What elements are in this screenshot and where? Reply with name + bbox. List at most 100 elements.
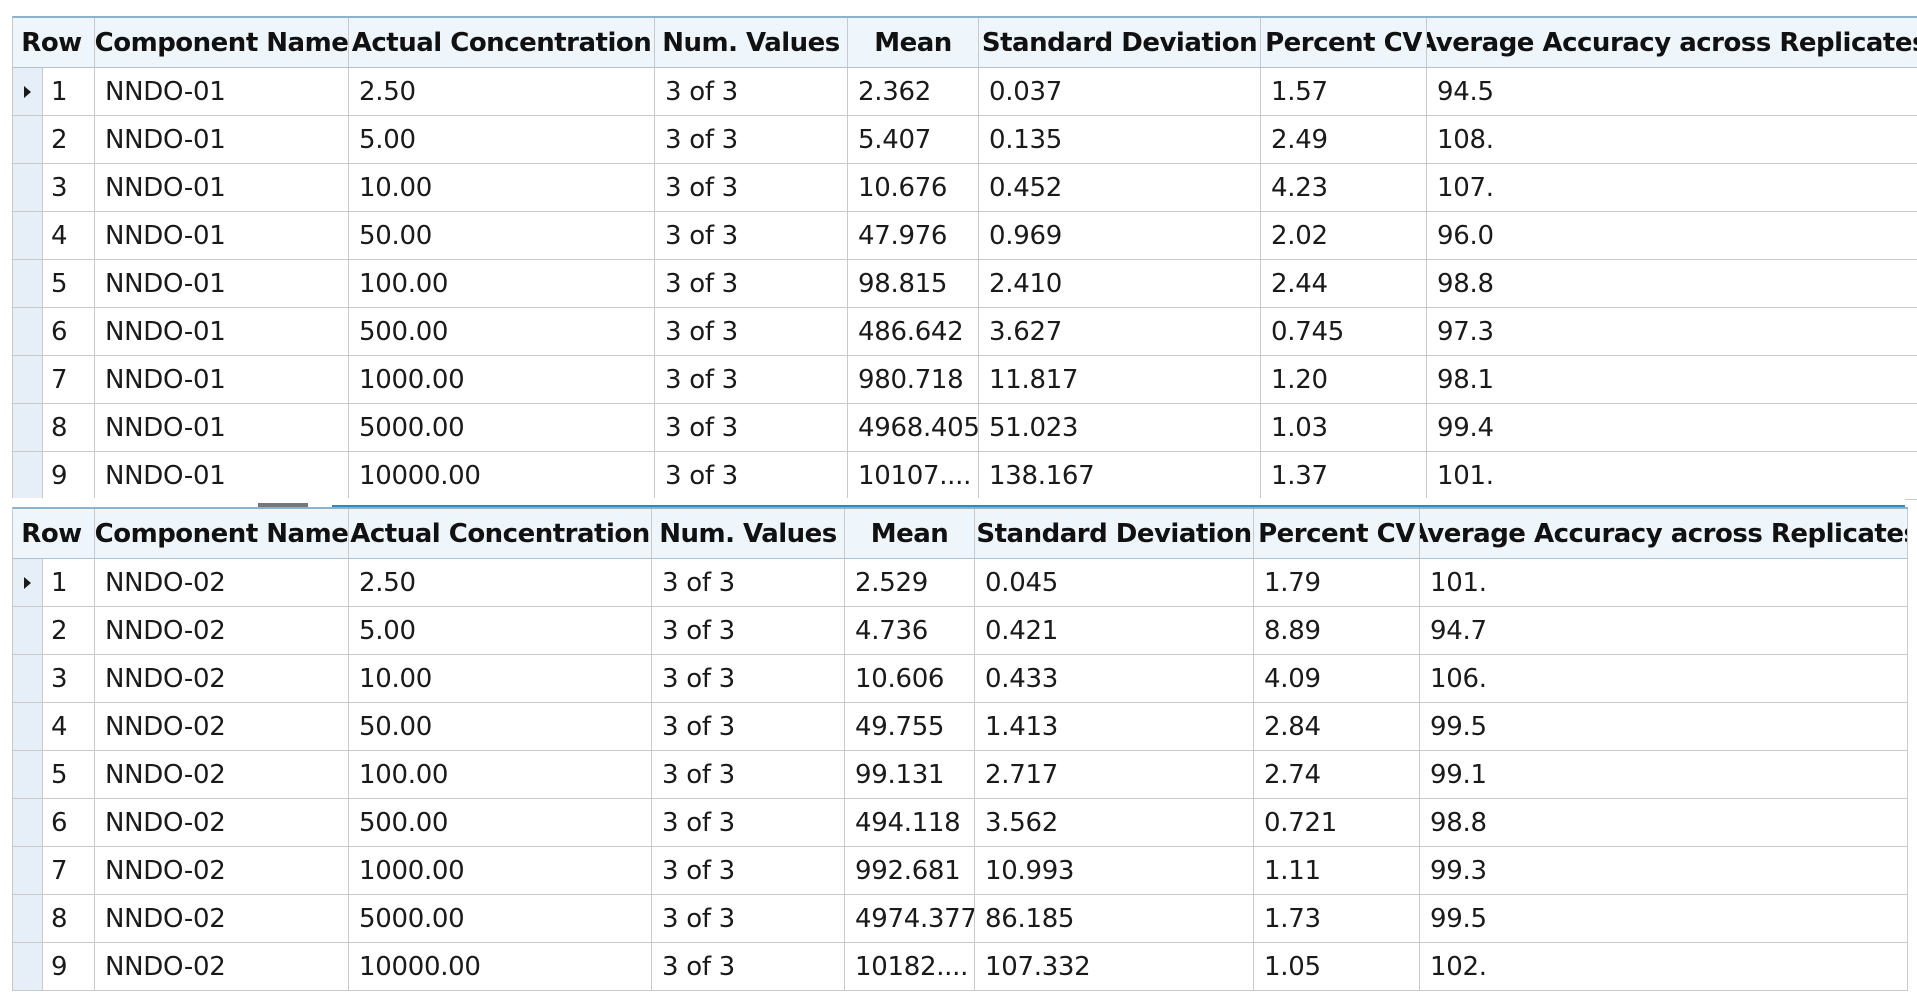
cell-mean[interactable]: 98.815 [848,260,979,308]
cell-percent-cv[interactable]: 1.57 [1261,68,1427,116]
cell-row[interactable]: 2 [13,607,95,655]
cell-standard-deviation[interactable]: 11.817 [979,356,1261,404]
row-selector[interactable] [13,452,43,499]
cell-row[interactable]: 7 [13,847,95,895]
table-row[interactable]: 8 NNDO-02 5000.00 3 of 3 4974.377 86.185 1.73 9… [13,895,1908,943]
cell-actual-concentration[interactable]: 2.50 [349,68,655,116]
cell-row[interactable]: 7 [13,356,95,404]
column-header-average-accuracy[interactable]: Average Accuracy across Replicates [1420,509,1908,559]
cell-percent-cv[interactable]: 2.44 [1261,260,1427,308]
row-selector[interactable] [13,559,43,606]
column-header-row[interactable]: Row [13,509,95,559]
cell-percent-cv[interactable]: 4.23 [1261,164,1427,212]
column-header-standard-deviation[interactable]: Standard Deviation [979,18,1261,68]
cell-mean[interactable]: 99.131 [845,751,975,799]
cell-mean[interactable]: 4974.377 [845,895,975,943]
cell-row[interactable]: 5 [13,260,95,308]
cell-actual-concentration[interactable]: 5000.00 [349,404,655,452]
cell-percent-cv[interactable]: 1.73 [1254,895,1420,943]
cell-percent-cv[interactable]: 2.02 [1261,212,1427,260]
cell-percent-cv[interactable]: 2.49 [1261,116,1427,164]
cell-average-accuracy[interactable]: 101. [1427,452,1917,500]
cell-actual-concentration[interactable]: 50.00 [349,212,655,260]
cell-average-accuracy[interactable]: 108. [1427,116,1917,164]
cell-percent-cv[interactable]: 1.05 [1254,943,1420,991]
cell-num-values[interactable]: 3 of 3 [655,212,848,260]
results-grid-nndo-01[interactable]: Row Component Name Actual Concentration Num… [12,16,1917,500]
cell-percent-cv[interactable]: 1.11 [1254,847,1420,895]
cell-standard-deviation[interactable]: 3.627 [979,308,1261,356]
row-selector[interactable] [13,164,43,211]
cell-standard-deviation[interactable]: 138.167 [979,452,1261,500]
cell-component-name[interactable]: NNDO-01 [95,452,349,500]
cell-percent-cv[interactable]: 1.20 [1261,356,1427,404]
cell-num-values[interactable]: 3 of 3 [655,308,848,356]
results-grid-nndo-02[interactable]: Row Component Name Actual Concentration Num… [12,507,1908,991]
column-header-average-accuracy[interactable]: Average Accuracy across Replicates [1427,18,1917,68]
cell-mean[interactable]: 992.681 [845,847,975,895]
cell-mean[interactable]: 980.718 [848,356,979,404]
cell-num-values[interactable]: 3 of 3 [652,703,845,751]
cell-mean[interactable]: 10.676 [848,164,979,212]
cell-num-values[interactable]: 3 of 3 [652,799,845,847]
cell-standard-deviation[interactable]: 107.332 [975,943,1254,991]
cell-row[interactable]: 2 [13,116,95,164]
cell-actual-concentration[interactable]: 5.00 [349,607,652,655]
cell-component-name[interactable]: NNDO-01 [95,404,349,452]
table-row[interactable]: 5 NNDO-02 100.00 3 of 3 99.131 2.717 2.74 99.1 [13,751,1908,799]
cell-average-accuracy[interactable]: 99.5 [1420,895,1908,943]
cell-average-accuracy[interactable]: 106. [1420,655,1908,703]
cell-average-accuracy[interactable]: 97.3 [1427,308,1917,356]
cell-percent-cv[interactable]: 1.03 [1261,404,1427,452]
cell-component-name[interactable]: NNDO-02 [95,943,349,991]
cell-average-accuracy[interactable]: 101. [1420,559,1908,607]
table-row[interactable]: 4 NNDO-02 50.00 3 of 3 49.755 1.413 2.84 99.5 [13,703,1908,751]
cell-standard-deviation[interactable]: 3.562 [975,799,1254,847]
column-header-actual-concentration[interactable]: Actual Concentration [349,18,655,68]
cell-component-name[interactable]: NNDO-01 [95,212,349,260]
cell-component-name[interactable]: NNDO-02 [95,799,349,847]
cell-percent-cv[interactable]: 8.89 [1254,607,1420,655]
cell-average-accuracy[interactable]: 107. [1427,164,1917,212]
cell-standard-deviation[interactable]: 2.410 [979,260,1261,308]
row-selector[interactable] [13,703,43,750]
cell-num-values[interactable]: 3 of 3 [652,655,845,703]
cell-mean[interactable]: 5.407 [848,116,979,164]
cell-average-accuracy[interactable]: 96.0 [1427,212,1917,260]
cell-mean[interactable]: 10.606 [845,655,975,703]
cell-row[interactable]: 6 [13,799,95,847]
grid-splitter[interactable] [12,498,1905,507]
row-selector[interactable] [13,607,43,654]
cell-percent-cv[interactable]: 1.79 [1254,559,1420,607]
cell-percent-cv[interactable]: 4.09 [1254,655,1420,703]
row-selector[interactable] [13,212,43,259]
cell-num-values[interactable]: 3 of 3 [655,356,848,404]
cell-component-name[interactable]: NNDO-01 [95,164,349,212]
cell-mean[interactable]: 4.736 [845,607,975,655]
cell-num-values[interactable]: 3 of 3 [655,68,848,116]
cell-component-name[interactable]: NNDO-02 [95,607,349,655]
cell-num-values[interactable]: 3 of 3 [655,452,848,500]
cell-actual-concentration[interactable]: 100.00 [349,751,652,799]
cell-row[interactable]: 5 [13,751,95,799]
table-row[interactable]: 9 NNDO-02 10000.00 3 of 3 10182.... 107.332 1.… [13,943,1908,991]
cell-mean[interactable]: 2.529 [845,559,975,607]
cell-component-name[interactable]: NNDO-01 [95,260,349,308]
cell-actual-concentration[interactable]: 10000.00 [349,452,655,500]
cell-num-values[interactable]: 3 of 3 [652,559,845,607]
cell-standard-deviation[interactable]: 0.135 [979,116,1261,164]
cell-component-name[interactable]: NNDO-02 [95,559,349,607]
cell-mean[interactable]: 10182.... [845,943,975,991]
cell-actual-concentration[interactable]: 10.00 [349,655,652,703]
column-header-percent-cv[interactable]: Percent CV [1261,18,1427,68]
cell-actual-concentration[interactable]: 5000.00 [349,895,652,943]
cell-actual-concentration[interactable]: 10.00 [349,164,655,212]
cell-standard-deviation[interactable]: 0.421 [975,607,1254,655]
cell-num-values[interactable]: 3 of 3 [652,607,845,655]
cell-mean[interactable]: 2.362 [848,68,979,116]
cell-standard-deviation[interactable]: 10.993 [975,847,1254,895]
cell-standard-deviation[interactable]: 1.413 [975,703,1254,751]
cell-standard-deviation[interactable]: 0.433 [975,655,1254,703]
cell-component-name[interactable]: NNDO-01 [95,308,349,356]
cell-mean[interactable]: 49.755 [845,703,975,751]
